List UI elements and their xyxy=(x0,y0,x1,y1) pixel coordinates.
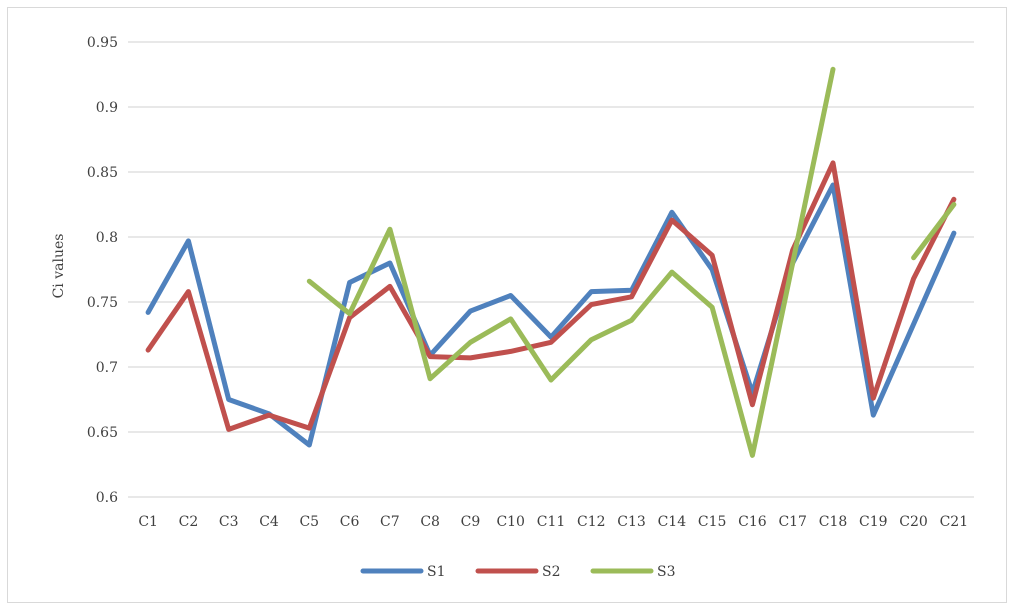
series-line-s3 xyxy=(911,202,957,261)
x-tick-label: C2 xyxy=(179,514,199,530)
legend-label-s2: S2 xyxy=(542,564,561,580)
x-tick-label: C15 xyxy=(698,514,727,530)
legend-label-s3: S3 xyxy=(657,564,676,580)
series-line-s1 xyxy=(145,182,957,448)
x-tick-label: C10 xyxy=(496,514,525,530)
x-tick-label: C20 xyxy=(899,514,928,530)
x-tick-label: C12 xyxy=(577,514,606,530)
y-tick-label: 0.6 xyxy=(96,490,118,506)
x-tick-label: C21 xyxy=(940,514,969,530)
x-tick-label: C3 xyxy=(219,514,239,530)
series-s3 xyxy=(306,66,957,458)
y-tick-label: 0.65 xyxy=(87,425,118,441)
y-tick-label: 0.75 xyxy=(87,295,118,311)
gridlines xyxy=(128,41,974,498)
x-tick-label: C8 xyxy=(420,514,440,530)
x-tick-label: C19 xyxy=(859,514,888,530)
x-tick-label: C5 xyxy=(299,514,319,530)
x-tick-label: C1 xyxy=(138,514,158,530)
x-tick-label: C14 xyxy=(658,514,687,530)
x-axis-ticks: C1 C2 C3 C4 C5 C6 C7 C8 C9 C10 C11 C12 C13 C14 C15 C16 C… xyxy=(138,514,968,530)
y-tick-label: 0.8 xyxy=(96,230,118,246)
x-tick-label: C11 xyxy=(537,514,566,530)
line-chart: 0.60.650.70.750.80.850.90.95 C1 C2 C3 C4 C5 C… xyxy=(51,35,974,580)
series-lines xyxy=(145,66,957,458)
legend-label-s1: S1 xyxy=(427,564,446,580)
series-s1 xyxy=(145,182,957,448)
x-tick-label: C6 xyxy=(340,514,360,530)
legend: S1 S2 S3 xyxy=(360,564,676,580)
chart-frame: 0.6 0.65 0.7 0.75 0.8 0.85 0.9 0.95 C1 C2 C3 C4 C5 C… xyxy=(7,7,1007,603)
series-s2 xyxy=(145,160,957,432)
x-tick-label: C9 xyxy=(461,514,481,530)
x-tick-label: C7 xyxy=(380,514,400,530)
x-tick-label: C17 xyxy=(778,514,807,530)
x-tick-label: C16 xyxy=(738,514,767,530)
y-axis-ticks: 0.6 0.65 0.7 0.75 0.8 0.85 0.9 0.95 xyxy=(87,35,118,506)
y-tick-label: 0.95 xyxy=(87,35,118,51)
series-line-s2 xyxy=(145,160,957,432)
y-tick-label: 0.85 xyxy=(87,165,118,181)
x-tick-label: C18 xyxy=(819,514,848,530)
y-tick-label: 0.9 xyxy=(96,100,118,116)
y-tick-label: 0.7 xyxy=(96,360,118,376)
y-axis-title: Ci values xyxy=(51,234,67,299)
x-tick-label: C4 xyxy=(259,514,279,530)
series-line-s3 xyxy=(306,66,836,458)
x-tick-label: C13 xyxy=(617,514,646,530)
